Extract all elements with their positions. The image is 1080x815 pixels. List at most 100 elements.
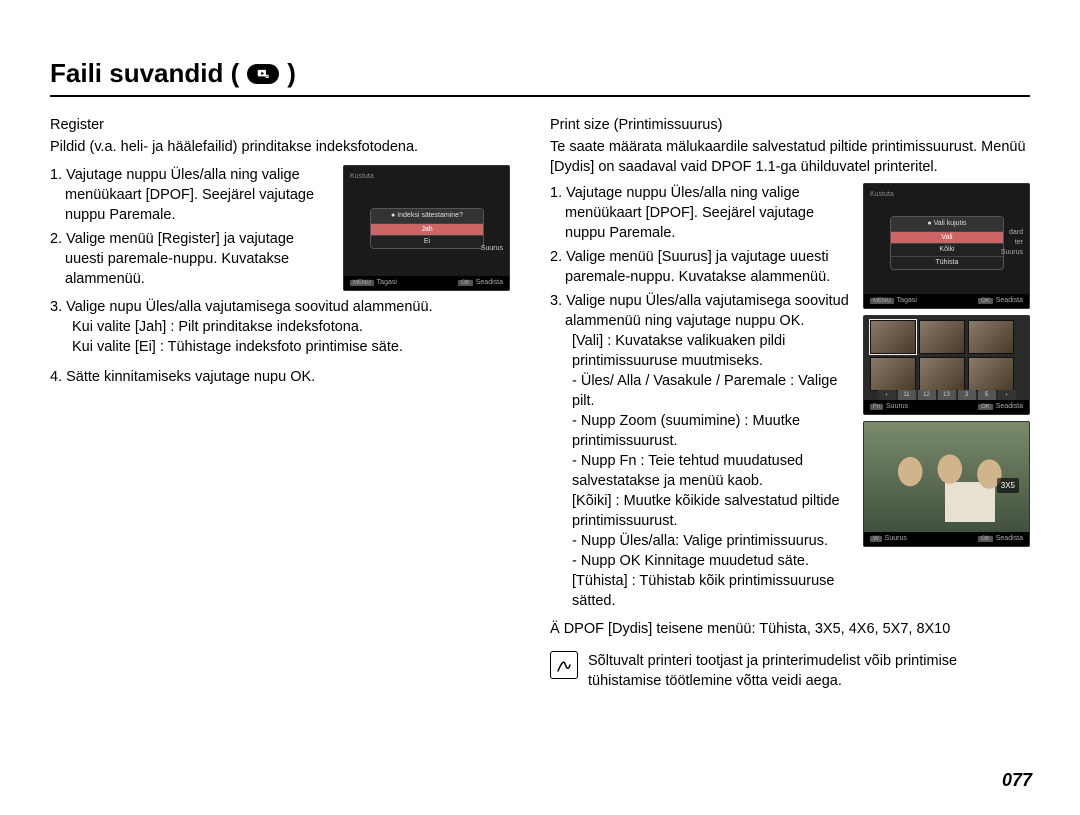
shot2-menu: ● Vali kujutis Vali Kõiki Tühista <box>890 216 1004 270</box>
shot2-header-text: Vali kujutis <box>934 220 967 227</box>
left-step1: 1. Vajutage nuppu Üles/alla ning valige … <box>65 165 331 225</box>
shot2-foot-left: MENUTagasi <box>870 296 917 306</box>
page-number: 077 <box>1002 770 1032 791</box>
shot2-foot-right: OKSeadista <box>978 296 1023 306</box>
strip-footer: FnSuurus OKSeadista <box>864 400 1029 414</box>
right-koiki: [Kõiki] : Muutke kõikide salvestatud pil… <box>550 491 853 531</box>
shot2-menu-header: ● Vali kujutis <box>891 217 1003 231</box>
shot-menu: ● Indeksi sätestamine? Jah Ei <box>370 208 484 249</box>
thumb-item <box>870 320 916 354</box>
shot-foot-left-text: Tagasi <box>377 279 397 286</box>
right-intro: Te saate määrata mälukaardile salvestatu… <box>550 137 1030 177</box>
right-footnote: Ä DPOF [Dydis] teisene menüü: Tühista, 3… <box>550 619 1030 639</box>
preview-footer: WSuurus OKSeadista <box>864 532 1029 546</box>
pager-page: 13 <box>938 390 956 400</box>
right-text-block: 1. Vajutage nuppu Üles/alla ning valige … <box>550 183 853 611</box>
right-b4: - Nupp Üles/alla: Valige printimissuurus… <box>550 531 853 551</box>
right-block: 1. Vajutage nuppu Üles/alla ning valige … <box>550 183 1030 611</box>
left-choice-jah: Kui valite [Jah] : Pilt prinditakse inde… <box>50 317 510 337</box>
left-intro: Pildid (v.a. heli- ja häälefailid) prind… <box>50 137 510 157</box>
pv-fr-tag: OK <box>978 536 993 542</box>
strip-fr-tag: OK <box>978 404 993 410</box>
shot-foot-right-text: Seadista <box>476 279 503 286</box>
shot-foot-left-tag: MENU <box>350 280 374 286</box>
note-row: Sõltuvalt printeri tootjast ja printerim… <box>550 651 1030 691</box>
pv-fl-text: Suurus <box>885 535 907 542</box>
right-step2: 2. Valige menüü [Suurus] ja vajutage uue… <box>565 247 853 287</box>
camera-screenshot-thumbs: ‹ 11 12 13 3 5 › FnSuurus OKSeadista <box>863 315 1030 415</box>
shot2-footer: MENUTagasi OKSeadista <box>864 294 1029 308</box>
content-columns: Register Pildid (v.a. heli- ja häälefail… <box>50 115 1030 691</box>
pv-fr-text: Seadista <box>996 535 1023 542</box>
thumb-row <box>864 316 1029 395</box>
shot-foot-right: OKSeadista <box>458 278 503 288</box>
shot2-fl-text: Tagasi <box>897 297 917 304</box>
shot-corner-text: Kustuta <box>350 172 374 182</box>
left-steps-1-2: 1. Vajutage nuppu Üles/alla ning valige … <box>50 165 510 291</box>
shot-foot-left: MENUTagasi <box>350 278 397 288</box>
right-b1: - Üles/ Alla / Vasakule / Paremale : Val… <box>550 371 853 411</box>
left-column: Register Pildid (v.a. heli- ja häälefail… <box>50 115 510 691</box>
page-header: Faili suvandid ( ) <box>50 58 1030 97</box>
shot-foot-right-tag: OK <box>458 280 473 286</box>
title-text: Faili suvandid ( <box>50 58 239 89</box>
thumb-item <box>968 320 1014 354</box>
right-heading: Print size (Printimissuurus) <box>550 115 1030 135</box>
pv-fl-tag: W <box>870 536 882 542</box>
right-tyh: [Tühista] : Tühistab kõik printimissuuru… <box>550 571 853 611</box>
left-step4: 4. Sätte kinnitamiseks vajutage nupu OK. <box>65 367 510 387</box>
shot2-fl-tag: MENU <box>870 298 894 304</box>
page-title: Faili suvandid ( ) <box>50 58 1030 89</box>
pager-page: 12 <box>918 390 936 400</box>
left-heading: Register <box>50 115 510 135</box>
shot2-fr-tag: OK <box>978 298 993 304</box>
thumb-item <box>870 357 916 391</box>
shot2-row-sel: Vali <box>891 231 1003 244</box>
right-step3: 3. Valige nupu Üles/alla vajutamisega so… <box>565 291 853 331</box>
right-screenshots: Kustuta ● Vali kujutis Vali Kõiki Tühist… <box>863 183 1030 611</box>
shot2-side1: dard <box>1001 228 1023 238</box>
shot-side-label: Suurus <box>481 244 503 254</box>
thumb-item <box>919 357 965 391</box>
left-step3: 3. Valige nupu Üles/alla vajutamisega so… <box>65 297 510 317</box>
right-b2: - Nupp Zoom (suumimine) : Muutke printim… <box>550 411 853 451</box>
left-step-text: 1. Vajutage nuppu Üles/alla ning valige … <box>50 165 331 289</box>
strip-fl-tag: Fn <box>870 404 883 410</box>
shot-footer: MENUTagasi OKSeadista <box>344 276 509 290</box>
preview-foot-right: OKSeadista <box>978 534 1023 544</box>
shot-menu-row-selected: Jah <box>371 223 483 236</box>
shot2-row2: Kõiki <box>891 243 1003 256</box>
preview-size-badge: 3X5 <box>997 478 1019 493</box>
left-choice-ei: Kui valite [Ei] : Tühistage indeksfoto p… <box>50 337 510 357</box>
strip-foot-right: OKSeadista <box>978 402 1023 412</box>
title-close: ) <box>287 58 296 89</box>
pager-next-icon: › <box>998 390 1016 400</box>
left-step2: 2. Valige menüü [Register] ja vajutage u… <box>65 229 331 289</box>
right-step1: 1. Vajutage nuppu Üles/alla ning valige … <box>565 183 853 243</box>
note-icon <box>550 651 578 679</box>
strip-foot-left: FnSuurus <box>870 402 908 412</box>
camera-screenshot-preview: 3X5 WSuurus OKSeadista <box>863 421 1030 547</box>
right-column: Print size (Printimissuurus) Te saate mä… <box>550 115 1030 691</box>
pager-prev-icon: ‹ <box>878 390 896 400</box>
shot-menu-row: Ei <box>371 235 483 248</box>
pager-page: 5 <box>978 390 996 400</box>
strip-fr-text: Seadista <box>996 403 1023 410</box>
shot2-side: dard ter Suurus <box>1001 228 1023 257</box>
strip-fl-text: Suurus <box>886 403 908 410</box>
right-b3: - Nupp Fn : Teie tehtud muudatused salve… <box>550 451 853 491</box>
playback-mode-icon <box>247 64 279 84</box>
right-vali: [Vali] : Kuvatakse valikuaken pildi prin… <box>550 331 853 371</box>
shot-menu-header-text: Indeksi sätestamine? <box>397 212 463 219</box>
shot-menu-header: ● Indeksi sätestamine? <box>371 209 483 223</box>
thumb-pager: ‹ 11 12 13 3 5 › <box>864 390 1029 400</box>
camera-screenshot-size: Kustuta ● Vali kujutis Vali Kõiki Tühist… <box>863 183 1030 309</box>
camera-screenshot-register: Kustuta ● Indeksi sätestamine? Jah Ei Su… <box>343 165 510 291</box>
pager-page: 3 <box>958 390 976 400</box>
shot2-side3: Suurus <box>1001 248 1023 258</box>
note-text: Sõltuvalt printeri tootjast ja printerim… <box>588 651 1030 691</box>
thumb-item <box>919 320 965 354</box>
shot2-side2: ter <box>1001 238 1023 248</box>
shot2-fr-text: Seadista <box>996 297 1023 304</box>
pager-page: 11 <box>898 390 916 400</box>
